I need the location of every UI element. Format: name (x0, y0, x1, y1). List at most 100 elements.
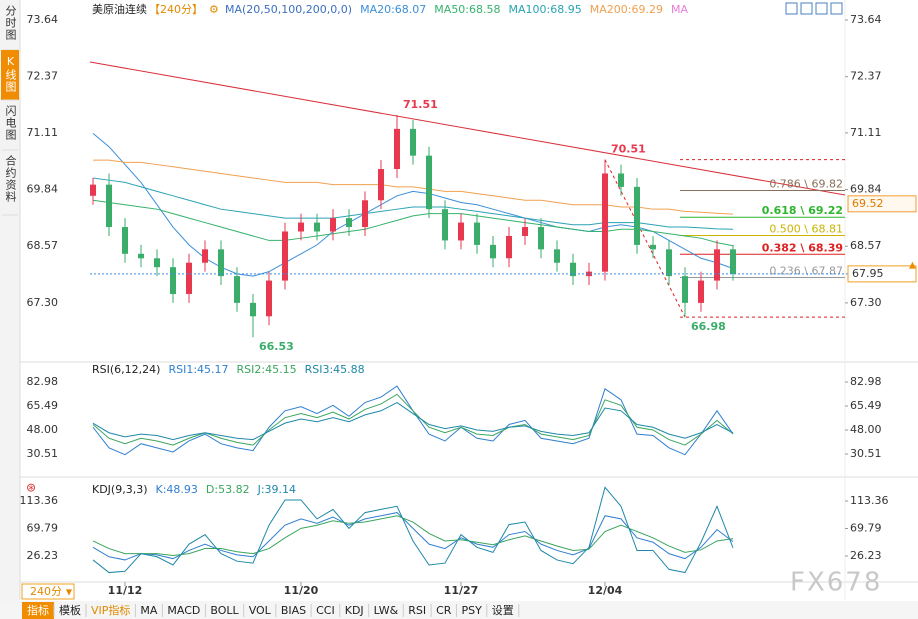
price-annotation: 71.51 (403, 98, 438, 111)
candle-body (442, 209, 448, 241)
fib-label: 0.236 \ 67.87 (769, 264, 843, 277)
candle-body (346, 218, 352, 228)
toolbar-item[interactable]: BIAS (281, 604, 306, 617)
toolbar-item[interactable]: VOL (249, 604, 272, 617)
legend-item: RSI3:45.88 (305, 363, 365, 376)
price-tag-label: 67.95 (852, 267, 884, 280)
trend-line (89, 61, 846, 196)
y-tick-label-right: 67.30 (850, 296, 882, 309)
sidebar-tab[interactable]: 合约资料 (4, 154, 17, 203)
toolbar-item[interactable]: 设置 (492, 604, 514, 617)
tab-active (1, 50, 19, 100)
legend-item: MA (671, 3, 688, 16)
toolbar-item[interactable]: CCI (316, 604, 335, 617)
candle-body (106, 184, 112, 228)
sidebar-tab[interactable]: 闪电图 (4, 104, 17, 141)
y-tick-label: 48.00 (27, 423, 59, 436)
y-tick-label-right: 72.37 (850, 70, 882, 83)
legend-item: MA200:69.29 (590, 3, 663, 16)
legend-item: D:53.82 (206, 483, 250, 496)
y-tick-label: 73.64 (27, 13, 59, 26)
toolbar-item[interactable]: BOLL (210, 604, 239, 617)
candle-body (314, 222, 320, 232)
fib-connector (604, 159, 686, 318)
candle-body (666, 249, 672, 277)
ma-line (92, 177, 734, 230)
icon[interactable] (815, 2, 828, 15)
dropdown-arrow[interactable]: ▼ (66, 588, 73, 597)
y-tick-label-right: 26.23 (850, 549, 882, 562)
y-tick-label-right: 30.51 (850, 447, 882, 460)
y-tick-label: 69.84 (27, 183, 59, 196)
toolbar-active (22, 602, 54, 619)
price-tag (847, 265, 917, 283)
toolbar-item[interactable]: PSY (461, 604, 482, 617)
settings-icon[interactable]: ⚙ (209, 3, 219, 16)
panel-title: 美原油连续 (92, 2, 147, 16)
candle-body (554, 249, 560, 263)
ma-tag (847, 195, 917, 213)
candle-body (650, 244, 656, 250)
interval-label[interactable]: 240分 (30, 585, 62, 598)
y-tick-label-right: 73.64 (850, 13, 882, 26)
toolbar-item[interactable]: CR (436, 604, 452, 617)
y-tick-label-right: 69.79 (850, 521, 882, 534)
sidebar-tab[interactable]: K线图 (4, 55, 17, 93)
y-tick-label-right: 48.00 (850, 423, 882, 436)
icon[interactable] (830, 2, 843, 15)
candle-body (362, 200, 368, 228)
toolbar-item[interactable]: MA (140, 604, 157, 617)
price-arrow: ▲ (909, 260, 916, 270)
x-tick-label: 11/12 (108, 584, 143, 597)
y-tick-label: 69.79 (27, 521, 59, 534)
toolbar-item[interactable]: LW& (374, 604, 399, 617)
candle-body (698, 280, 704, 303)
candle-body (154, 258, 160, 268)
candle-body (122, 227, 128, 254)
candle-body (570, 262, 576, 277)
fib-label: 0.786 \ 69.82 (769, 177, 843, 190)
settings-icon[interactable]: ⊛ (26, 481, 36, 495)
indicator-name: MA(20,50,100,200,0,0) (225, 3, 352, 16)
candle-body (474, 222, 480, 245)
candle-body (186, 262, 192, 294)
candle-body (298, 222, 304, 232)
interval-tag: 【240分】 (149, 3, 203, 16)
sidebar-tab[interactable]: 分时图 (4, 5, 17, 41)
indicator-line (92, 385, 734, 456)
candle-body (522, 227, 528, 236)
icon[interactable] (800, 2, 813, 15)
candle-body (250, 302, 256, 317)
icon[interactable] (785, 2, 798, 15)
candle-body (730, 249, 736, 274)
legend-item: J:39.14 (257, 483, 296, 496)
ma-tag-label: 69.52 (852, 197, 884, 210)
toolbar-item[interactable]: RSI (408, 604, 426, 617)
toolbar-item[interactable]: MACD (167, 604, 200, 617)
candle-body (330, 218, 336, 232)
indicator-line (92, 515, 734, 557)
toolbar-item[interactable]: KDJ (345, 604, 364, 617)
ma-line (93, 159, 734, 215)
legend-item: MA20:68.07 (360, 3, 426, 16)
indicator-line (92, 512, 734, 561)
toolbar-item[interactable]: VIP指标 (91, 603, 130, 617)
candle-body (634, 186, 640, 245)
sidebar (0, 0, 20, 619)
interval-select[interactable] (21, 583, 75, 600)
toolbar (0, 601, 918, 619)
y-tick-label-right: 69.84 (850, 183, 882, 196)
ma-line (92, 132, 734, 277)
candle-body (394, 128, 400, 170)
candle-body (458, 222, 464, 241)
zoom-icons (785, 2, 843, 15)
price-annotation: 66.53 (259, 340, 294, 353)
y-tick-label: 82.98 (27, 375, 59, 388)
y-tick-label: 113.36 (20, 494, 59, 507)
toolbar-item[interactable]: 指标 (27, 603, 49, 617)
toolbar-item[interactable]: 模板 (59, 603, 81, 617)
price-annotation: 70.51 (611, 143, 646, 156)
y-tick-label-right: 113.36 (850, 494, 889, 507)
y-tick-label: 26.23 (27, 549, 59, 562)
y-tick-label-right: 82.98 (850, 375, 882, 388)
